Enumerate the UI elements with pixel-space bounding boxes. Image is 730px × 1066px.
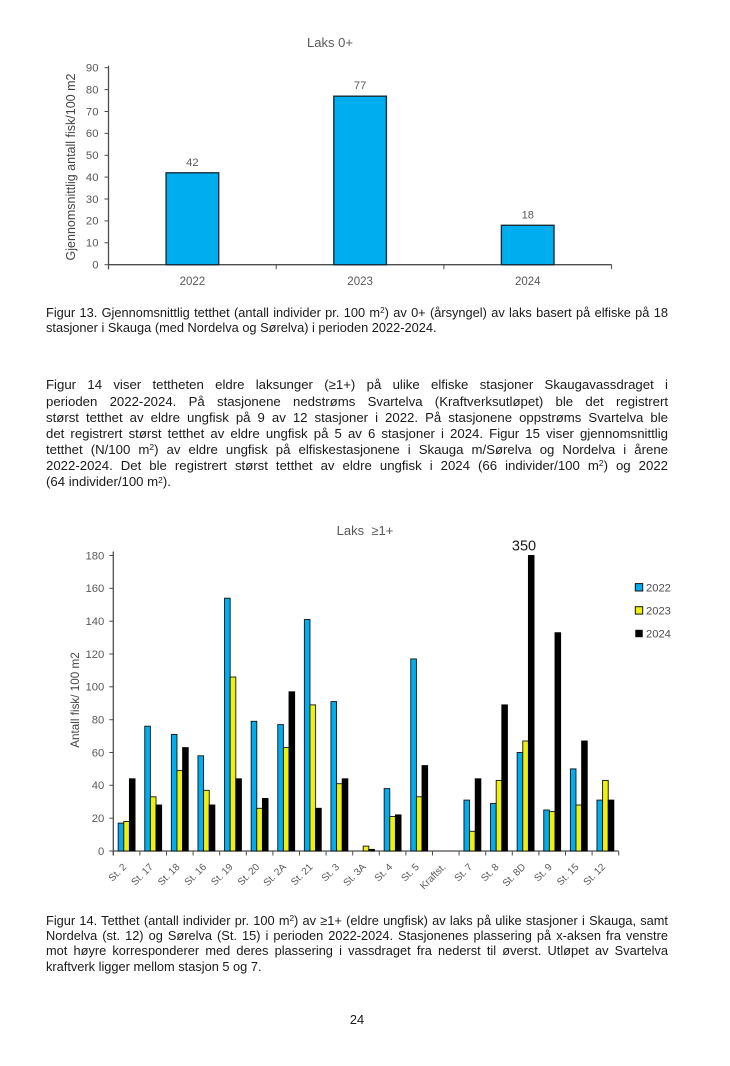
svg-text:St. 15: St. 15 bbox=[555, 862, 582, 889]
svg-text:140: 140 bbox=[85, 616, 104, 628]
svg-text:Antall fisk/ 100 m2: Antall fisk/ 100 m2 bbox=[69, 652, 82, 748]
svg-text:80: 80 bbox=[86, 84, 99, 96]
svg-text:18: 18 bbox=[522, 209, 534, 221]
svg-text:Kraftst.: Kraftst. bbox=[418, 862, 448, 892]
svg-text:Laks ≥1+: Laks ≥1+ bbox=[337, 523, 394, 538]
svg-text:20: 20 bbox=[86, 216, 99, 228]
svg-text:2023: 2023 bbox=[347, 276, 373, 288]
svg-text:St. 8: St. 8 bbox=[479, 862, 502, 885]
svg-text:40: 40 bbox=[92, 780, 105, 792]
svg-text:St. 5: St. 5 bbox=[399, 862, 422, 885]
svg-text:St. 21: St. 21 bbox=[289, 862, 316, 889]
svg-text:160: 160 bbox=[85, 583, 104, 595]
svg-text:90: 90 bbox=[86, 63, 99, 75]
svg-text:80: 80 bbox=[92, 715, 105, 727]
svg-text:2024: 2024 bbox=[646, 629, 671, 641]
svg-text:0: 0 bbox=[92, 260, 98, 272]
svg-text:2024: 2024 bbox=[515, 276, 541, 288]
svg-text:St. 2: St. 2 bbox=[107, 862, 130, 885]
svg-text:2022: 2022 bbox=[646, 582, 671, 594]
svg-text:20: 20 bbox=[92, 813, 105, 825]
svg-text:Laks 0+: Laks 0+ bbox=[307, 35, 353, 50]
svg-text:60: 60 bbox=[86, 128, 99, 140]
svg-text:42: 42 bbox=[186, 157, 198, 169]
svg-text:10: 10 bbox=[86, 238, 99, 250]
svg-text:40: 40 bbox=[86, 172, 99, 184]
svg-text:St. 12: St. 12 bbox=[582, 862, 609, 889]
svg-text:180: 180 bbox=[85, 550, 104, 562]
svg-text:350: 350 bbox=[512, 539, 536, 555]
svg-text:2023: 2023 bbox=[646, 605, 671, 617]
svg-text:St. 8D: St. 8D bbox=[501, 862, 528, 889]
svg-text:St. 17: St. 17 bbox=[130, 862, 157, 889]
svg-text:120: 120 bbox=[85, 649, 104, 661]
svg-text:St. 3A: St. 3A bbox=[342, 862, 369, 889]
svg-text:St. 18: St. 18 bbox=[156, 862, 183, 889]
svg-text:St. 16: St. 16 bbox=[183, 862, 210, 889]
svg-text:50: 50 bbox=[86, 150, 99, 162]
svg-text:St. 4: St. 4 bbox=[373, 862, 396, 885]
svg-text:0: 0 bbox=[98, 846, 104, 858]
svg-text:77: 77 bbox=[354, 80, 366, 92]
svg-text:St. 19: St. 19 bbox=[209, 862, 236, 889]
svg-text:St. 2A: St. 2A bbox=[262, 862, 289, 889]
svg-text:30: 30 bbox=[86, 194, 99, 206]
svg-text:2022: 2022 bbox=[180, 276, 206, 288]
svg-text:70: 70 bbox=[86, 106, 99, 118]
svg-text:St. 9: St. 9 bbox=[532, 862, 555, 885]
svg-text:St. 3: St. 3 bbox=[320, 862, 343, 885]
svg-text:60: 60 bbox=[92, 747, 105, 759]
svg-text:St. 7: St. 7 bbox=[453, 862, 476, 885]
svg-text:St. 20: St. 20 bbox=[236, 862, 263, 889]
svg-text:Gjennomsnittlig antall fisk/10: Gjennomsnittlig antall fisk/100 m2 bbox=[64, 74, 78, 261]
svg-text:100: 100 bbox=[85, 682, 104, 694]
